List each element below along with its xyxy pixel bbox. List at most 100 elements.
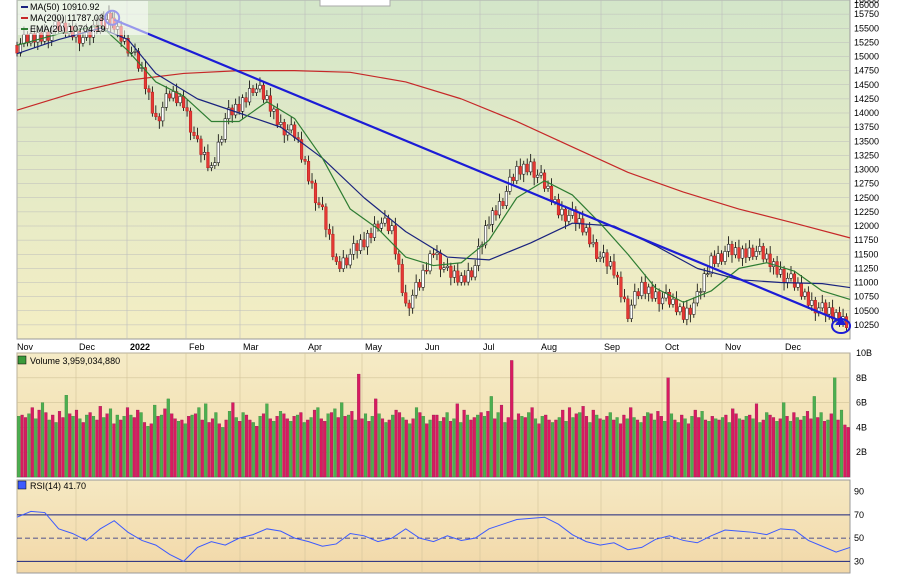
candle-down bbox=[612, 261, 616, 276]
volume-bar bbox=[479, 412, 483, 478]
volume-bar bbox=[122, 416, 126, 478]
candle-up bbox=[227, 107, 231, 119]
volume-bar bbox=[612, 419, 616, 478]
candle-down bbox=[425, 269, 429, 272]
price-y-tick: 11750 bbox=[854, 235, 878, 245]
price-y-tick: 10250 bbox=[854, 320, 879, 330]
volume-bar bbox=[734, 413, 738, 478]
volume-bar bbox=[210, 418, 215, 478]
legend-volume: Volume 3,959,034,880 bbox=[30, 356, 120, 366]
volume-bar bbox=[595, 414, 599, 478]
volume-bar bbox=[125, 407, 130, 478]
candle-down bbox=[334, 256, 338, 262]
x-tick-label: Oct bbox=[665, 342, 680, 352]
volume-bar bbox=[506, 417, 510, 478]
price-y-tick: 15500 bbox=[854, 23, 879, 33]
volume-bar bbox=[115, 414, 119, 478]
volume-bar bbox=[448, 421, 453, 478]
candle-up bbox=[161, 107, 165, 122]
candle-down bbox=[681, 306, 685, 320]
volume-bar bbox=[608, 412, 612, 478]
volume-bar bbox=[200, 419, 204, 478]
candle-up bbox=[428, 253, 432, 272]
candle-down bbox=[831, 307, 835, 320]
candle-down bbox=[456, 270, 460, 283]
volume-bar bbox=[578, 412, 582, 478]
volume-bar bbox=[431, 414, 436, 478]
candle-down bbox=[525, 163, 529, 173]
candle-up bbox=[723, 251, 727, 262]
volume-bar bbox=[108, 408, 113, 478]
candle-down bbox=[327, 229, 331, 235]
candle-down bbox=[338, 261, 342, 269]
volume-bar bbox=[703, 419, 708, 478]
candle-up bbox=[733, 247, 738, 256]
volume-bar bbox=[805, 411, 810, 478]
volume-bar bbox=[204, 403, 208, 478]
volume-bar bbox=[360, 418, 364, 478]
volume-bar bbox=[758, 422, 762, 478]
candle-up bbox=[352, 243, 356, 255]
candle-up bbox=[598, 256, 602, 259]
rsi-y-tick: 70 bbox=[854, 510, 864, 520]
volume-bar bbox=[724, 414, 728, 478]
candle-down bbox=[556, 199, 561, 216]
volume-bar bbox=[207, 422, 211, 478]
volume-bar bbox=[394, 409, 398, 478]
volume-bar bbox=[710, 416, 714, 478]
volume-bar bbox=[146, 426, 150, 478]
candle-down bbox=[744, 248, 748, 258]
volume-bar bbox=[282, 413, 286, 478]
candle-down bbox=[532, 161, 536, 178]
rsi-line bbox=[16, 510, 851, 562]
volume-bar bbox=[550, 422, 555, 478]
candle-down bbox=[307, 161, 311, 182]
volume-bar bbox=[622, 414, 626, 478]
volume-bar bbox=[81, 422, 85, 478]
volume-bar bbox=[782, 402, 786, 478]
volume-bar bbox=[299, 412, 303, 478]
ma50-line bbox=[16, 27, 851, 289]
candle-down bbox=[317, 202, 321, 206]
candle-down bbox=[775, 261, 779, 275]
volume-bar bbox=[544, 414, 548, 478]
candle-up bbox=[223, 118, 227, 140]
volume-bar bbox=[741, 419, 745, 478]
volume-bar bbox=[37, 409, 41, 478]
volume-bar bbox=[605, 416, 609, 478]
candle-down bbox=[331, 233, 335, 258]
x-tick-label: Dec bbox=[79, 342, 96, 352]
candle-down bbox=[650, 286, 654, 299]
volume-bar bbox=[20, 414, 24, 478]
volume-bar bbox=[833, 377, 837, 478]
candle-down bbox=[563, 208, 567, 222]
candle-up bbox=[706, 273, 710, 275]
volume-bar bbox=[149, 423, 153, 478]
candle-up bbox=[820, 302, 824, 309]
x-tick-label: Nov bbox=[725, 342, 742, 352]
candle-up bbox=[279, 122, 283, 125]
volume-bar bbox=[302, 422, 306, 478]
candle-down bbox=[768, 253, 772, 267]
volume-bar bbox=[754, 403, 759, 478]
volume-bar bbox=[98, 406, 102, 478]
x-tick-label: Aug bbox=[541, 342, 557, 352]
candle-down bbox=[626, 298, 630, 319]
volume-bar bbox=[561, 409, 565, 478]
volume-bar bbox=[792, 412, 796, 478]
volume-bar bbox=[731, 408, 735, 478]
volume-bar bbox=[581, 406, 585, 478]
ma200-line bbox=[16, 70, 851, 239]
candle-down bbox=[470, 270, 474, 278]
volume-bar bbox=[74, 409, 79, 478]
candle-up bbox=[133, 51, 137, 53]
candle-up bbox=[726, 243, 731, 252]
candle-up bbox=[591, 242, 595, 245]
price-y-tick: 11250 bbox=[854, 263, 878, 273]
candle-down bbox=[386, 217, 390, 232]
price-y-tick: 14000 bbox=[854, 108, 879, 118]
price-y-tick: 12500 bbox=[854, 193, 879, 203]
volume-bar bbox=[686, 423, 691, 478]
candle-down bbox=[192, 131, 196, 136]
volume-bar bbox=[142, 422, 147, 478]
